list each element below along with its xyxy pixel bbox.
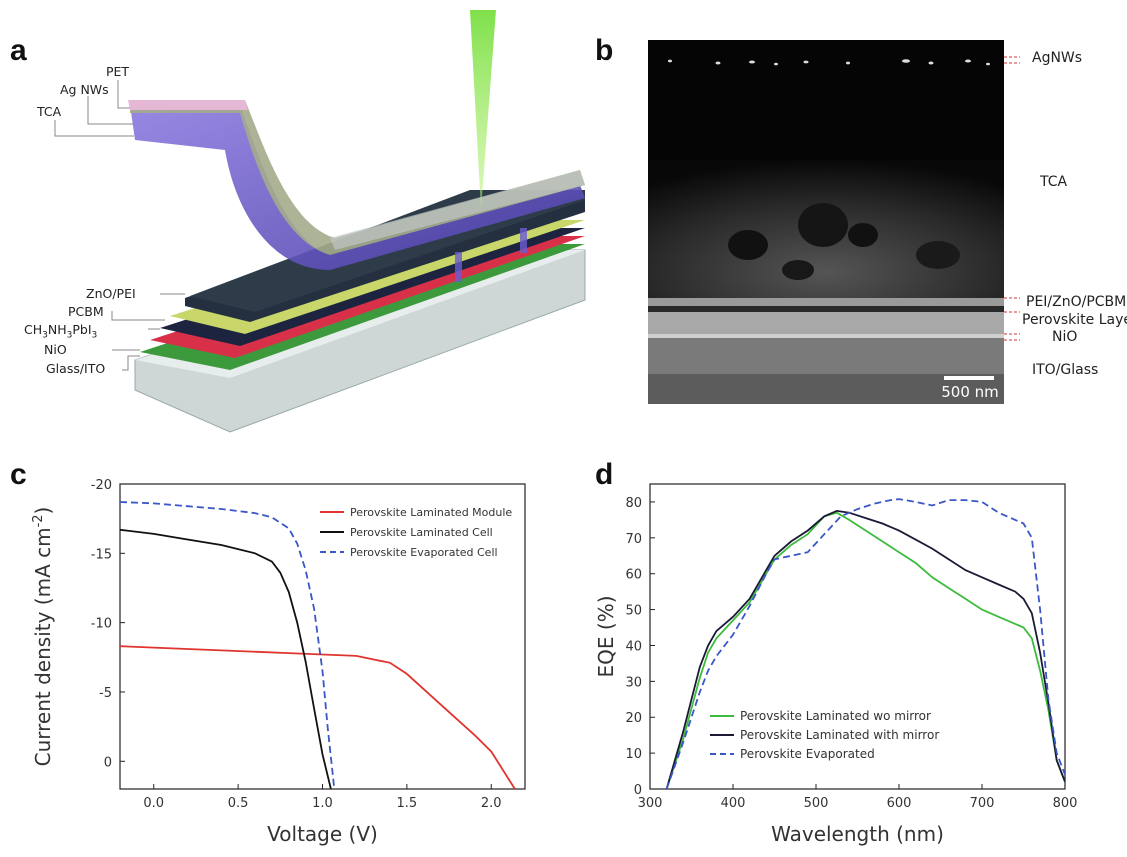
legend-label-0: Perovskite Laminated Module [350,506,512,519]
x-tick-label: 1.0 [312,796,333,811]
y-tick-label: 80 [625,496,642,511]
x-tick-label: 300 [638,796,663,811]
y-tick-label: 0 [104,755,112,770]
label-perovskite-layer: Perovskite Layer [1022,312,1127,328]
label-nio: NiO [44,342,67,357]
x-tick-label: 2.0 [481,796,502,811]
label-perovskite: CH3NH3PbI3 [24,322,98,341]
label-ag-nws: Ag NWs [60,82,109,97]
device-illustration: PET Ag NWs TCA ZnO/PEI PCBM CH3NH3PbI3 N… [0,0,600,440]
legend-label-1: Perovskite Laminated Cell [350,526,493,539]
y-axis-label: Current density (mA cm-2) [31,507,55,767]
eqe-chart: 300 400 500 600 700 800 0 10 20 30 40 50 60 70 80 Wavel… [594,483,1078,846]
x-tick-label: 800 [1053,796,1078,811]
y-tick-label: 70 [625,532,642,547]
y-tick-label: -15 [91,547,112,562]
y-axis-label: EQE (%) [594,596,618,678]
laminated-device-drawing [54,10,586,433]
label-glass-ito: Glass/ITO [46,361,106,376]
x-tick-label: 700 [970,796,995,811]
y-tick-label: 30 [625,675,642,690]
sem-rendering: 500 nm [648,40,1004,404]
flexible-laminate [130,105,585,270]
jv-chart: 0.0 0.5 1.0 1.5 2.0 -20 -15 -10 -5 0 Voltage (V) Cu… [31,478,526,846]
x-tick-label: 1.5 [397,796,418,811]
laser-beam [470,10,496,210]
series-line-0 [665,511,1065,789]
label-tca-b: TCA [1040,174,1068,190]
legend-label-2: Perovskite Evaporated [740,747,875,761]
y-tick-label: 50 [625,604,642,619]
series-line-1 [120,528,332,789]
legend-label-2: Perovskite Evaporated Cell [350,546,498,559]
label-pet: PET [106,64,130,79]
y-tick-label: 40 [625,639,642,654]
panel-label-a: a [10,34,27,67]
series-line-2 [665,498,1065,789]
x-axis-label: Wavelength (nm) [771,822,944,846]
x-tick-label: 400 [721,796,746,811]
ito-band [648,338,1004,374]
x-axis-label: Voltage (V) [267,822,378,846]
panel-label-c: c [10,458,27,491]
legend-label-1: Perovskite Laminated with mirror [740,728,939,742]
series-line-2 [120,501,336,789]
pet-layer [128,100,248,110]
label-pei-zno-pcbm: PEI/ZnO/PCBM [1026,294,1127,310]
label-agnws: AgNWs [1032,50,1083,66]
y-tick-label: -5 [99,686,112,701]
scale-bar-label: 500 nm [941,383,999,401]
label-ito-glass: ITO/Glass [1032,362,1099,378]
panel-label-d: d [595,458,614,491]
x-tick-label: 500 [804,796,829,811]
y-tick-label: -20 [91,478,112,493]
y-tick-label: 60 [625,568,642,583]
x-tick-label: 0.0 [143,796,164,811]
series-line-0 [120,645,516,789]
label-zno-pei: ZnO/PEI [86,286,136,301]
series-line-1 [665,509,1065,789]
label-nio-b: NiO [1052,329,1078,345]
sem-cross-section: 500 nm AgNWs TCA PEI/ZnO/PCBM Perovskite… [640,40,1127,410]
y-tick-label: -10 [91,617,112,632]
x-tick-label: 600 [887,796,912,811]
label-tca: TCA [37,104,62,119]
label-pcbm: PCBM [68,304,104,319]
sem-image: 500 nm [648,40,1004,404]
plot-frame [649,483,1066,790]
panel-label-b: b [595,34,614,67]
pei-zno-pcbm-band [648,298,1004,306]
y-tick-label: 0 [634,783,642,798]
y-tick-label: 20 [625,711,642,726]
y-tick-label: 10 [625,747,642,762]
scale-bar [944,376,994,380]
perovskite-band [648,312,1004,334]
x-tick-label: 0.5 [228,796,249,811]
nio-band [648,334,1004,338]
legend-label-0: Perovskite Laminated wo mirror [740,709,931,723]
